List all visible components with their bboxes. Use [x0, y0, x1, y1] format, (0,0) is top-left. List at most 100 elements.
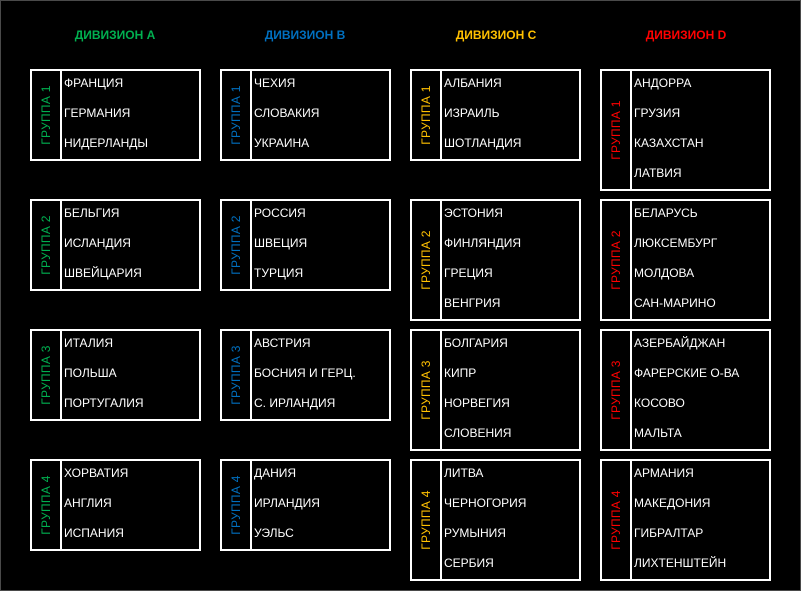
division-title: ДИВИЗИОН D	[645, 28, 727, 42]
team-name: ШВЕЦИЯ	[254, 236, 308, 250]
group-box: ГРУППА 3 АВСТРИЯ БОСНИЯ И ГЕРЦ. С. ИРЛАНДИЯ	[220, 329, 391, 421]
team-list: АЛБАНИЯ ИЗРАИЛЬ ШОТЛАНДИЯ	[444, 71, 579, 161]
group-box: ГРУППА 3 БОЛГАРИЯ КИПР НОРВЕГИЯ СЛОВЕНИЯ	[410, 329, 581, 451]
team-name: ЛАТВИЯ	[634, 166, 682, 180]
team-name: ИЗРАИЛЬ	[444, 106, 500, 120]
group-label: ГРУППА 4	[229, 475, 243, 535]
group-label: ГРУППА 3	[609, 360, 623, 420]
team-name: ГРУЗИЯ	[634, 106, 681, 120]
group-label-cell: ГРУППА 4	[222, 461, 252, 549]
group-label-cell: ГРУППА 2	[32, 201, 62, 289]
group-label: ГРУППА 1	[419, 85, 433, 145]
team-list: БЕЛАРУСЬ ЛЮКСЕМБУРГ МОЛДОВА САН-МАРИНО	[634, 201, 769, 321]
group-label: ГРУППА 1	[229, 85, 243, 145]
team-name: ЛИХТЕНШТЕЙН	[634, 556, 727, 570]
group-box: ГРУППА 1 ЧЕХИЯ СЛОВАКИЯ УКРАИНА	[220, 69, 391, 161]
team-name: ШОТЛАНДИЯ	[444, 136, 522, 150]
group-label-cell: ГРУППА 3	[412, 331, 442, 449]
group-label-cell: ГРУППА 4	[32, 461, 62, 549]
group-label-cell: ГРУППА 2	[412, 201, 442, 319]
team-list: АРМАНИЯ МАКЕДОНИЯ ГИБРАЛТАР ЛИХТЕНШТЕЙН	[634, 461, 769, 581]
team-name: ФАРЕРСКИЕ О-ВА	[634, 366, 740, 380]
group-label-cell: ГРУППА 3	[602, 331, 632, 449]
group-label-cell: ГРУППА 4	[602, 461, 632, 579]
group-label: ГРУППА 4	[419, 490, 433, 550]
group-label: ГРУППА 2	[39, 215, 53, 275]
team-name: КОСОВО	[634, 396, 685, 410]
team-name: МАКЕДОНИЯ	[634, 496, 711, 510]
team-name: ИСПАНИЯ	[64, 526, 124, 540]
team-list: АНДОРРА ГРУЗИЯ КАЗАХСТАН ЛАТВИЯ	[634, 71, 769, 191]
team-name: АРМАНИЯ	[634, 466, 694, 480]
group-box: ГРУППА 2 ЭСТОНИЯ ФИНЛЯНДИЯ ГРЕЦИЯ ВЕНГРИЯ	[410, 199, 581, 321]
team-name: СЛОВЕНИЯ	[444, 426, 512, 440]
group-label-cell: ГРУППА 1	[412, 71, 442, 159]
team-name: ГРЕЦИЯ	[444, 266, 493, 280]
team-list: АЗЕРБАЙДЖАН ФАРЕРСКИЕ О-ВА КОСОВО МАЛЬТА	[634, 331, 769, 451]
team-name: ГЕРМАНИЯ	[64, 106, 131, 120]
group-label: ГРУППА 1	[39, 85, 53, 145]
group-box: ГРУППА 4 ЛИТВА ЧЕРНОГОРИЯ РУМЫНИЯ СЕРБИЯ	[410, 459, 581, 581]
team-name: УКРАИНА	[254, 136, 310, 150]
team-name: НИДЕРЛАНДЫ	[64, 136, 149, 150]
team-name: ЭСТОНИЯ	[444, 206, 503, 220]
team-list: ХОРВАТИЯ АНГЛИЯ ИСПАНИЯ	[64, 461, 199, 551]
team-name: СЛОВАКИЯ	[254, 106, 320, 120]
group-label: ГРУППА 3	[39, 345, 53, 405]
group-box: ГРУППА 2 РОССИЯ ШВЕЦИЯ ТУРЦИЯ	[220, 199, 391, 291]
team-name: С. ИРЛАНДИЯ	[254, 396, 336, 410]
team-name: УЭЛЬС	[254, 526, 294, 540]
team-name: МАЛЬТА	[634, 426, 682, 440]
team-name: ЧЕРНОГОРИЯ	[444, 496, 527, 510]
group-box: ГРУППА 1 АЛБАНИЯ ИЗРАИЛЬ ШОТЛАНДИЯ	[410, 69, 581, 161]
group-label: ГРУППА 3	[419, 360, 433, 420]
team-name: АВСТРИЯ	[254, 336, 311, 350]
group-label: ГРУППА 2	[609, 230, 623, 290]
team-name: СЕРБИЯ	[444, 556, 494, 570]
division-title: ДИВИЗИОН B	[264, 28, 346, 42]
team-name: БЕЛАРУСЬ	[634, 206, 698, 220]
team-name: АЗЕРБАЙДЖАН	[634, 336, 726, 350]
team-name: БОСНИЯ И ГЕРЦ.	[254, 366, 356, 380]
team-name: ЛЮКСЕМБУРГ	[634, 236, 718, 250]
team-name: РУМЫНИЯ	[444, 526, 506, 540]
division-title: ДИВИЗИОН C	[455, 28, 537, 42]
team-name: ПОЛЬША	[64, 366, 117, 380]
group-label: ГРУППА 3	[229, 345, 243, 405]
group-label-cell: ГРУППА 3	[32, 331, 62, 419]
group-box: ГРУППА 4 АРМАНИЯ МАКЕДОНИЯ ГИБРАЛТАР ЛИХТЕНШ…	[600, 459, 771, 581]
group-label-cell: ГРУППА 4	[412, 461, 442, 579]
group-box: ГРУППА 3 ИТАЛИЯ ПОЛЬША ПОРТУГАЛИЯ	[30, 329, 201, 421]
group-box: ГРУППА 2 БЕЛАРУСЬ ЛЮКСЕМБУРГ МОЛДОВА САН-МАР…	[600, 199, 771, 321]
group-label-cell: ГРУППА 1	[602, 71, 632, 189]
team-name: БЕЛЬГИЯ	[64, 206, 120, 220]
group-label: ГРУППА 4	[39, 475, 53, 535]
team-list: ЛИТВА ЧЕРНОГОРИЯ РУМЫНИЯ СЕРБИЯ	[444, 461, 579, 581]
team-name: ИТАЛИЯ	[64, 336, 113, 350]
team-name: КАЗАХСТАН	[634, 136, 704, 150]
group-label: ГРУППА 2	[419, 230, 433, 290]
team-name: САН-МАРИНО	[634, 296, 716, 310]
group-label-cell: ГРУППА 3	[222, 331, 252, 419]
team-name: ФРАНЦИЯ	[64, 76, 124, 90]
team-list: ЭСТОНИЯ ФИНЛЯНДИЯ ГРЕЦИЯ ВЕНГРИЯ	[444, 201, 579, 321]
team-name: ГИБРАЛТАР	[634, 526, 704, 540]
team-name: ТУРЦИЯ	[254, 266, 304, 280]
team-name: АНГЛИЯ	[64, 496, 112, 510]
group-label-cell: ГРУППА 1	[32, 71, 62, 159]
team-name: АНДОРРА	[634, 76, 692, 90]
group-box: ГРУППА 1 АНДОРРА ГРУЗИЯ КАЗАХСТАН ЛАТВИЯ	[600, 69, 771, 191]
team-list: ДАНИЯ ИРЛАНДИЯ УЭЛЬС	[254, 461, 389, 551]
team-list: РОССИЯ ШВЕЦИЯ ТУРЦИЯ	[254, 201, 389, 291]
team-name: ХОРВАТИЯ	[64, 466, 129, 480]
team-list: БОЛГАРИЯ КИПР НОРВЕГИЯ СЛОВЕНИЯ	[444, 331, 579, 451]
group-box: ГРУППА 1 ФРАНЦИЯ ГЕРМАНИЯ НИДЕРЛАНДЫ	[30, 69, 201, 161]
team-list: ФРАНЦИЯ ГЕРМАНИЯ НИДЕРЛАНДЫ	[64, 71, 199, 161]
team-name: ФИНЛЯНДИЯ	[444, 236, 522, 250]
team-name: ШВЕЙЦАРИЯ	[64, 266, 142, 280]
team-name: ВЕНГРИЯ	[444, 296, 501, 310]
team-list: ИТАЛИЯ ПОЛЬША ПОРТУГАЛИЯ	[64, 331, 199, 421]
group-box: ГРУППА 4 ХОРВАТИЯ АНГЛИЯ ИСПАНИЯ	[30, 459, 201, 551]
group-label: ГРУППА 1	[609, 100, 623, 160]
group-box: ГРУППА 2 БЕЛЬГИЯ ИСЛАНДИЯ ШВЕЙЦАРИЯ	[30, 199, 201, 291]
